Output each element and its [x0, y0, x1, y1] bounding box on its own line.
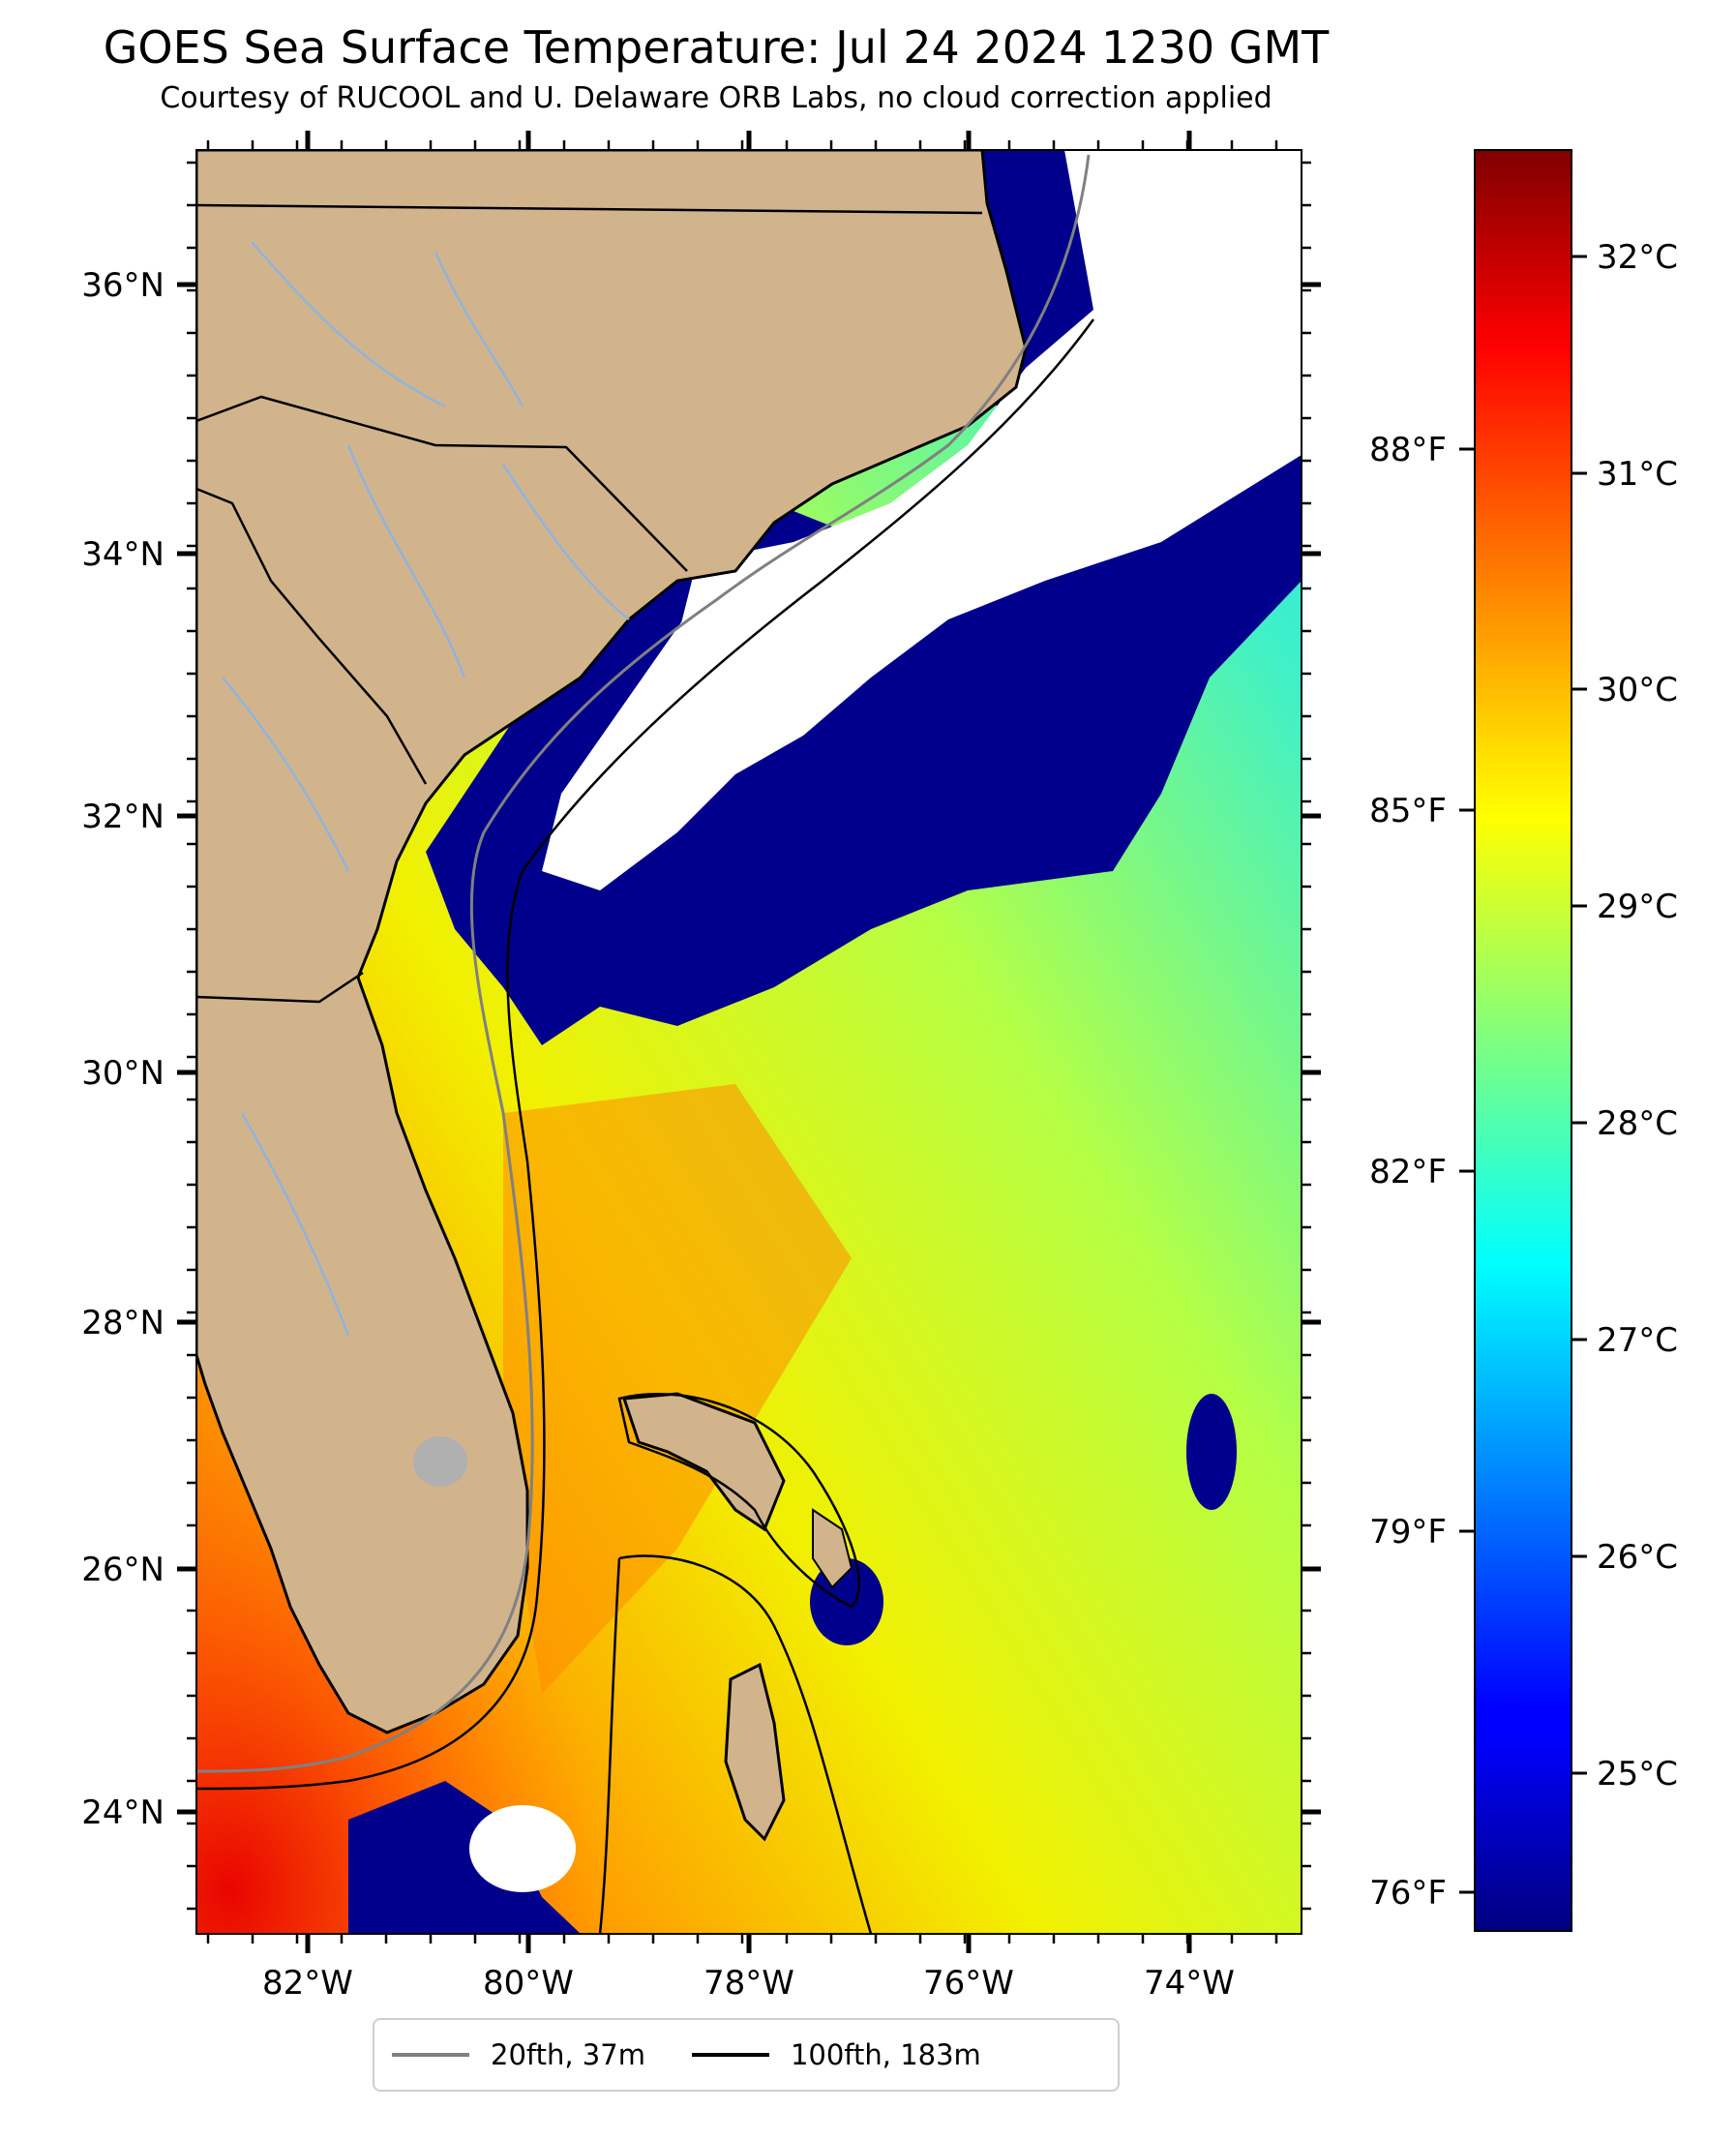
lake-okeechobee: [413, 1436, 467, 1487]
lon-label-76w: 76°W: [923, 1964, 1014, 2003]
lat-label-34n: 34°N: [81, 535, 165, 574]
colorbar-label-27c: 27°C: [1597, 1321, 1678, 1360]
colorbar-label-29c: 29°C: [1597, 888, 1678, 926]
colorbar-label-31c: 31°C: [1597, 455, 1678, 494]
lon-label-82w: 82°W: [262, 1964, 353, 2003]
contour-little-bahama-bank: [617, 1393, 860, 1609]
colorbar-label-30c: 30°C: [1597, 671, 1678, 709]
colorbar-label-28c: 28°C: [1597, 1104, 1678, 1143]
minor-ticks: [187, 140, 1311, 1944]
legend-label-100fth: 100fth, 183m: [790, 2038, 981, 2071]
lat-label-32n: 32°N: [81, 798, 165, 836]
colorbar-label-25c: 25°C: [1597, 1755, 1678, 1793]
colorbar-label-26c: 26°C: [1597, 1538, 1678, 1577]
legend-line-black: [691, 2053, 769, 2057]
colorbar-label-32c: 32°C: [1597, 238, 1678, 277]
gulf-stream-warm-band: [503, 1084, 852, 1694]
rivers: [222, 241, 630, 1337]
legend-label-20fth: 20fth, 37m: [491, 2038, 645, 2071]
lon-label-78w: 78°W: [703, 1964, 794, 2003]
lon-label-80w: 80°W: [483, 1964, 574, 2003]
lat-label-28n: 28°N: [81, 1304, 165, 1342]
land-southeast-us: [196, 150, 1028, 1734]
cold-area-east: [1239, 455, 1302, 619]
colorbar-celsius-ticks: [1571, 255, 1587, 1775]
map-area: [196, 150, 1302, 1934]
cloud-cover-offshore: [677, 542, 871, 678]
colorbar-label-79f: 79°F: [1369, 1513, 1447, 1552]
contour-20fth: [196, 154, 1091, 1773]
colorbar-label-76f: 76°F: [1369, 1874, 1447, 1913]
colorbar-label-88f: 88°F: [1369, 431, 1447, 469]
major-ticks: [177, 131, 1321, 1953]
map-subtitle: Courtesy of RUCOOL and U. Delaware ORB L…: [160, 81, 1272, 115]
border-ga-fl: [196, 971, 364, 1004]
legend-item-20fth: 20fth, 37m: [392, 2038, 645, 2071]
cloud-cover-main: [542, 150, 1302, 890]
lat-label-36n: 36°N: [81, 266, 165, 305]
lat-label-30n: 30°N: [81, 1054, 165, 1093]
lon-label-74w: 74°W: [1144, 1964, 1235, 2003]
cold-area-south: [348, 1781, 581, 1934]
land-grand-bahama: [621, 1392, 786, 1532]
lat-label-26n: 26°N: [81, 1551, 165, 1589]
land-abaco: [812, 1508, 853, 1589]
map-title: GOES Sea Surface Temperature: Jul 24 202…: [103, 21, 1330, 74]
contour-great-bahama-bank: [598, 1554, 873, 1934]
cold-spot-east: [1186, 1394, 1237, 1510]
legend-item-100fth: 100fth, 183m: [691, 2038, 981, 2071]
land-andros: [724, 1662, 786, 1842]
colorbar: [1474, 149, 1572, 1932]
border-va-nc: [196, 203, 983, 215]
border-nc-sc: [196, 395, 688, 572]
border-sc-ga: [196, 487, 428, 785]
colorbar-label-82f: 82°F: [1369, 1153, 1447, 1191]
legend-line-gray: [392, 2053, 469, 2057]
cloud-cover-south: [469, 1805, 576, 1892]
colorbar-fahrenheit-ticks: [1459, 447, 1475, 1894]
lat-label-24n: 24°N: [81, 1793, 165, 1832]
contour-100fth: [196, 318, 1095, 1791]
colorbar-label-85f: 85°F: [1369, 792, 1447, 830]
contour-legend: 20fth, 37m 100fth, 183m: [373, 2018, 1120, 2092]
